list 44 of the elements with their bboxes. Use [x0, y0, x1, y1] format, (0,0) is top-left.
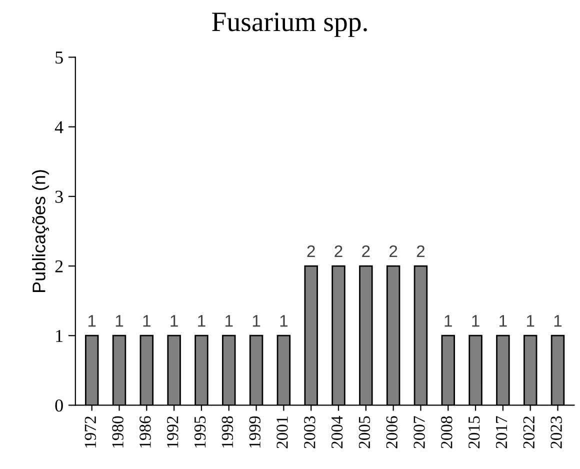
- data-label: 2: [362, 245, 370, 258]
- data-label: 2: [390, 245, 398, 258]
- data-label: 1: [280, 315, 288, 327]
- chart-title: Fusarium spp.: [212, 12, 367, 37]
- data-label: 1: [444, 315, 452, 327]
- x-tick-label: 2004: [331, 416, 343, 448]
- x-tick-label: 1980: [112, 416, 124, 448]
- y-tick-label: 3: [55, 190, 63, 203]
- data-label: 1: [88, 315, 96, 327]
- data-label: 1: [198, 315, 206, 327]
- x-tick-label: 1972: [84, 416, 96, 448]
- x-tick-label: 2008: [441, 416, 452, 448]
- data-label: 1: [170, 315, 178, 327]
- x-tick-label: 2017: [496, 416, 508, 448]
- x-tick-label: 2023: [550, 416, 562, 448]
- x-tick-label: 1998: [222, 416, 234, 448]
- data-label: 2: [307, 245, 315, 258]
- data-label: 1: [472, 315, 480, 327]
- data-label: 1: [226, 315, 233, 327]
- x-tick-label: 1995: [194, 416, 206, 448]
- x-tick-label: 1986: [140, 416, 151, 448]
- data-label: 1: [116, 315, 124, 327]
- x-tick-label: 1999: [249, 416, 260, 448]
- x-tick-label: 2022: [523, 416, 535, 448]
- y-axis-title: Publicações (n): [32, 170, 50, 292]
- x-tick-label: 2015: [468, 416, 480, 448]
- x-tick-label: 2007: [414, 416, 425, 448]
- x-tick-label: 2006: [386, 416, 398, 448]
- y-tick-label: 5: [56, 52, 63, 64]
- data-label: 2: [416, 245, 425, 258]
- y-tick-label: 1: [56, 330, 63, 342]
- y-tick-label: 0: [55, 399, 63, 412]
- x-tick-label: 2001: [276, 416, 288, 448]
- x-tick-label: 1992: [167, 416, 178, 448]
- data-label: 1: [143, 315, 150, 327]
- data-label: 2: [334, 245, 342, 258]
- data-label: 1: [500, 315, 507, 327]
- data-label: 1: [554, 315, 562, 327]
- data-label: 1: [526, 315, 534, 327]
- y-tick-label: 4: [54, 121, 64, 134]
- x-tick-label: 2005: [358, 416, 370, 448]
- data-label: 1: [252, 315, 260, 327]
- x-tick-label: 2003: [304, 416, 316, 448]
- y-tick-label: 2: [55, 260, 63, 272]
